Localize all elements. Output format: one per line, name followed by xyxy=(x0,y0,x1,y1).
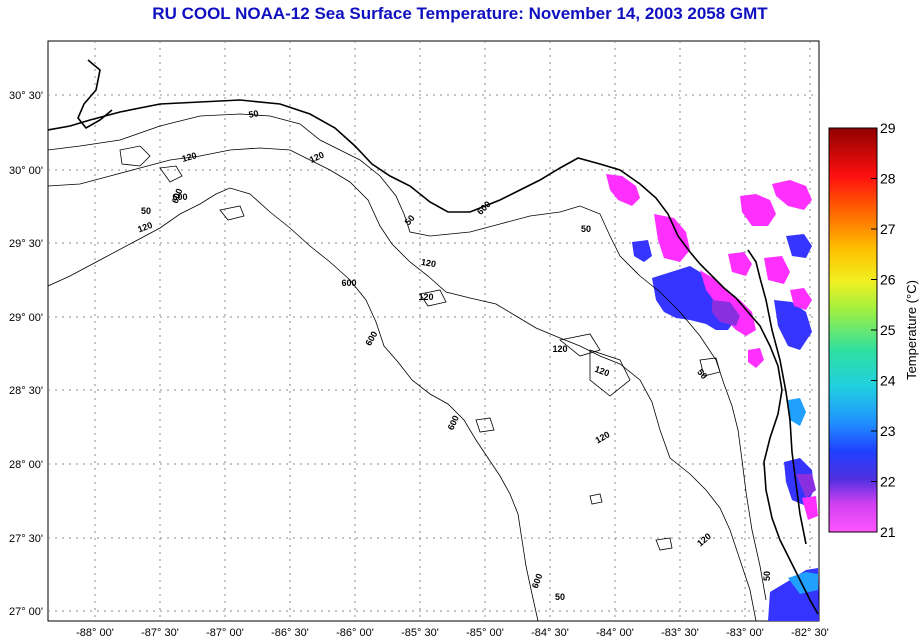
colorbar-title: Temperature (°C) xyxy=(904,280,919,380)
latitude-label: 28° 30' xyxy=(9,385,43,397)
longitude-label: -87° 30' xyxy=(141,627,179,639)
map-frame xyxy=(47,40,820,622)
longitude-label: -85° 00' xyxy=(466,627,504,639)
contour-label: 50 xyxy=(581,224,591,234)
contour-label: 600 xyxy=(341,278,356,288)
latitude-label: 30° 30' xyxy=(9,90,43,102)
latitude-label: 28° 00' xyxy=(9,459,43,471)
coastline xyxy=(48,59,819,615)
colorbar-label: 23 xyxy=(880,423,896,439)
map-title: RU COOL NOAA-12 Sea Surface Temperature:… xyxy=(152,4,768,23)
contour-label: 120 xyxy=(136,220,154,235)
longitude-label: -83° 00' xyxy=(726,627,764,639)
longitude-label: -86° 00' xyxy=(336,627,374,639)
contour-label: 600 xyxy=(172,192,187,202)
contour-label: 120 xyxy=(181,150,198,164)
contour-label: 50 xyxy=(762,571,772,581)
colorbar-label: 29 xyxy=(880,120,896,136)
contour-label: 600 xyxy=(170,187,185,205)
colorbar-label: 22 xyxy=(880,474,896,490)
contour-label: 50 xyxy=(141,206,151,216)
contour-label: 120 xyxy=(418,292,433,302)
longitude-label: -85° 30' xyxy=(401,627,439,639)
longitude-label: -82° 30' xyxy=(791,627,829,639)
graticule xyxy=(48,41,819,621)
colorbar-label: 28 xyxy=(880,171,896,187)
colorbar xyxy=(828,127,878,533)
longitude-label: -87° 00' xyxy=(206,627,244,639)
latitude-label: 30° 00' xyxy=(9,165,43,177)
longitude-label: -86° 30' xyxy=(271,627,309,639)
contour-label: 120 xyxy=(593,364,611,379)
sst-patches xyxy=(606,174,819,621)
colorbar-label: 25 xyxy=(880,322,896,338)
latitude-label: 27° 00' xyxy=(9,606,43,618)
colorbar-label: 24 xyxy=(880,373,896,389)
contour-label: 50 xyxy=(695,367,709,381)
colorbar-label: 27 xyxy=(880,221,896,237)
contour-label: 120 xyxy=(552,344,567,354)
contour-label: 600 xyxy=(530,572,545,590)
latitude-label: 29° 00' xyxy=(9,312,43,324)
latitude-label: 29° 30' xyxy=(9,238,43,250)
contour-label: 50 xyxy=(555,592,565,602)
longitude-label: -83° 30' xyxy=(661,627,699,639)
longitude-label: -88° 00' xyxy=(76,627,114,639)
contour-label: 50 xyxy=(248,108,260,120)
colorbar-label: 21 xyxy=(880,524,896,540)
contour-label: 50 xyxy=(403,213,417,227)
contour-label: 120 xyxy=(420,257,437,269)
latitude-label: 27° 30' xyxy=(9,533,43,545)
longitude-label: -84° 00' xyxy=(596,627,634,639)
bathymetry-contours xyxy=(48,113,767,621)
longitude-label: -84° 30' xyxy=(531,627,569,639)
colorbar-label: 26 xyxy=(880,272,896,288)
